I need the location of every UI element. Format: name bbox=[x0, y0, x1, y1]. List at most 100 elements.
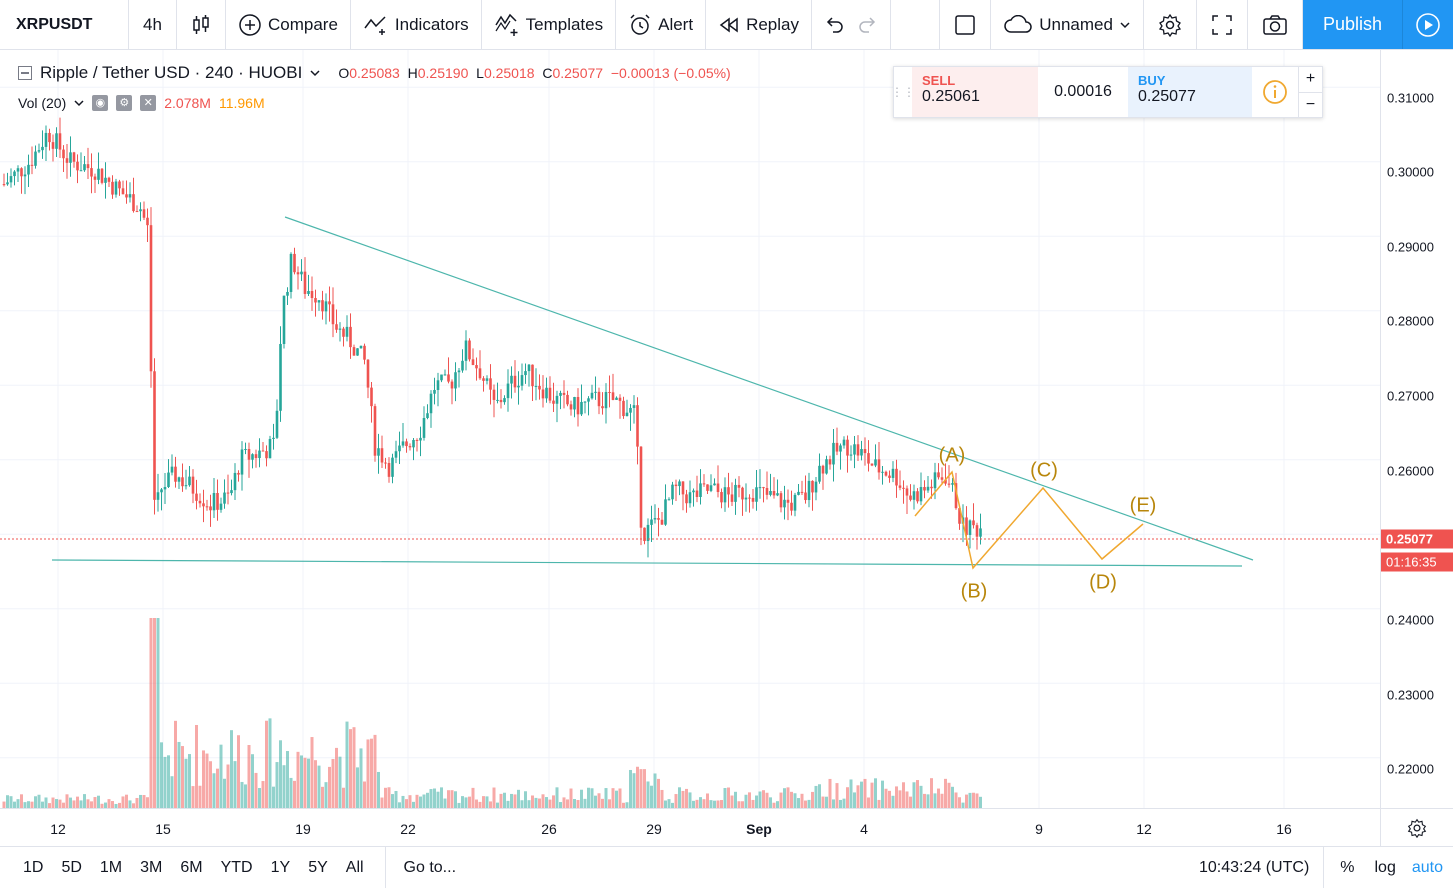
volume-bar bbox=[531, 795, 534, 808]
settings-button[interactable] bbox=[1144, 0, 1197, 49]
series-title[interactable]: Ripple / Tether USD · 240 · HUOBI bbox=[40, 63, 303, 82]
range-6m[interactable]: 6M bbox=[180, 858, 203, 876]
candle-body bbox=[69, 152, 72, 163]
templates-button[interactable]: Templates bbox=[482, 0, 617, 49]
volume-bar bbox=[751, 799, 755, 808]
collapse-icon[interactable] bbox=[18, 66, 32, 80]
drag-handle-icon[interactable]: ⋮⋮ bbox=[891, 85, 915, 99]
candle-body bbox=[219, 503, 223, 510]
elliott-wave-path[interactable] bbox=[914, 470, 1144, 570]
fullscreen-select-button[interactable] bbox=[940, 0, 992, 49]
candle-body bbox=[76, 161, 79, 171]
range-1m[interactable]: 1M bbox=[99, 858, 123, 876]
volume-bar bbox=[321, 786, 324, 808]
volume-bar bbox=[223, 778, 226, 808]
minus-button[interactable]: − bbox=[1305, 95, 1316, 113]
log-toggle[interactable]: log bbox=[1374, 858, 1396, 876]
volume-bar bbox=[867, 797, 870, 808]
range-all[interactable]: All bbox=[345, 858, 364, 876]
publish-options-button[interactable] bbox=[1403, 0, 1453, 49]
candle-body bbox=[405, 441, 408, 447]
candle-body bbox=[618, 397, 622, 401]
alert-button[interactable]: Alert bbox=[616, 0, 707, 49]
camera-icon bbox=[1263, 14, 1287, 35]
percent-toggle[interactable]: % bbox=[1340, 858, 1355, 876]
candle-body bbox=[156, 492, 160, 500]
volume-bar bbox=[909, 796, 912, 808]
volume-study-label[interactable]: Vol (20) bbox=[18, 95, 67, 111]
volume-bar bbox=[132, 803, 135, 808]
spread-value: 0.00016 bbox=[1054, 83, 1112, 100]
candle-body bbox=[580, 401, 583, 415]
range-ytd[interactable]: YTD bbox=[220, 858, 253, 876]
replay-button[interactable]: Replay bbox=[706, 0, 812, 49]
eye-icon[interactable]: ◉ bbox=[92, 95, 109, 111]
price-chart[interactable] bbox=[0, 50, 1380, 808]
volume-bar bbox=[377, 771, 380, 808]
price-axis[interactable]: 0.31000 0.30000 0.29000 0.28000 0.27000 … bbox=[1380, 50, 1453, 808]
layout-button[interactable]: Unnamed bbox=[991, 0, 1144, 49]
upper-trendline[interactable] bbox=[284, 216, 1254, 561]
sell-button[interactable]: SELL 0.25061 bbox=[912, 67, 1038, 117]
play-circle-icon bbox=[1416, 12, 1440, 37]
volume-bar bbox=[188, 754, 191, 808]
symbol-search-button[interactable]: XRPUSDT bbox=[0, 0, 129, 49]
axis-settings-button[interactable] bbox=[1380, 808, 1453, 846]
auto-toggle[interactable]: auto bbox=[1411, 858, 1443, 876]
info-button[interactable] bbox=[1252, 67, 1298, 117]
range-1y[interactable]: 1Y bbox=[270, 858, 291, 876]
snapshot-button[interactable] bbox=[1248, 0, 1303, 49]
range-5d[interactable]: 5D bbox=[61, 858, 82, 876]
plus-button[interactable]: + bbox=[1299, 67, 1322, 93]
chevron-down-icon[interactable] bbox=[310, 69, 320, 77]
candle-body bbox=[275, 410, 279, 438]
indicators-button[interactable]: Indicators bbox=[351, 0, 482, 49]
redo-icon[interactable] bbox=[858, 16, 878, 33]
volume-bar bbox=[240, 781, 244, 808]
volume-bar bbox=[573, 799, 576, 808]
volume-bar bbox=[653, 773, 657, 808]
candle-body bbox=[524, 371, 527, 376]
publish-button[interactable]: Publish bbox=[1302, 0, 1403, 49]
buy-button[interactable]: BUY 0.25077 bbox=[1128, 67, 1252, 117]
range-5y[interactable]: 5Y bbox=[308, 858, 328, 876]
quantity-stepper: + − bbox=[1298, 67, 1322, 117]
goto-button[interactable]: Go to... bbox=[403, 858, 457, 876]
volume-bar bbox=[569, 788, 573, 808]
candle-body bbox=[293, 253, 296, 273]
fullscreen-button[interactable] bbox=[1197, 0, 1248, 49]
volume-bar bbox=[100, 803, 104, 808]
candle-body bbox=[314, 298, 317, 303]
volume-bar bbox=[720, 800, 723, 808]
volume-bar bbox=[41, 801, 44, 808]
chart-style-button[interactable] bbox=[177, 0, 226, 49]
volume-bar bbox=[335, 747, 338, 808]
chevron-down-icon[interactable] bbox=[74, 99, 84, 107]
candle-body bbox=[944, 479, 947, 484]
candle-body bbox=[149, 225, 153, 372]
volume-bar bbox=[216, 768, 219, 808]
utc-clock[interactable]: 10:43:24 (UTC) bbox=[1185, 846, 1325, 888]
candle-body bbox=[979, 528, 982, 537]
range-3m[interactable]: 3M bbox=[140, 858, 163, 876]
price-tick: 0.23000 bbox=[1387, 687, 1434, 703]
candle-body bbox=[300, 271, 303, 275]
volume-bar bbox=[286, 751, 289, 808]
gear-icon[interactable]: ⚙ bbox=[116, 95, 133, 111]
volume-bar bbox=[923, 793, 926, 808]
volume-bar bbox=[482, 796, 485, 808]
close-icon[interactable]: ✕ bbox=[140, 95, 157, 111]
time-axis[interactable]: 12 15 19 22 26 29 Sep 4 9 12 16 bbox=[0, 808, 1380, 846]
range-1d[interactable]: 1D bbox=[23, 858, 44, 876]
candle-body bbox=[440, 374, 443, 381]
candle-body bbox=[30, 164, 34, 166]
interval-button[interactable]: 4h bbox=[129, 0, 177, 49]
candle-body bbox=[734, 484, 737, 502]
volume-bar bbox=[863, 778, 867, 808]
undo-icon[interactable] bbox=[824, 16, 844, 33]
volume-bar bbox=[737, 801, 741, 808]
volume-bar bbox=[884, 788, 888, 808]
volume-bar bbox=[468, 796, 471, 808]
compare-button[interactable]: Compare bbox=[226, 0, 351, 49]
lower-trendline[interactable] bbox=[51, 559, 1243, 567]
